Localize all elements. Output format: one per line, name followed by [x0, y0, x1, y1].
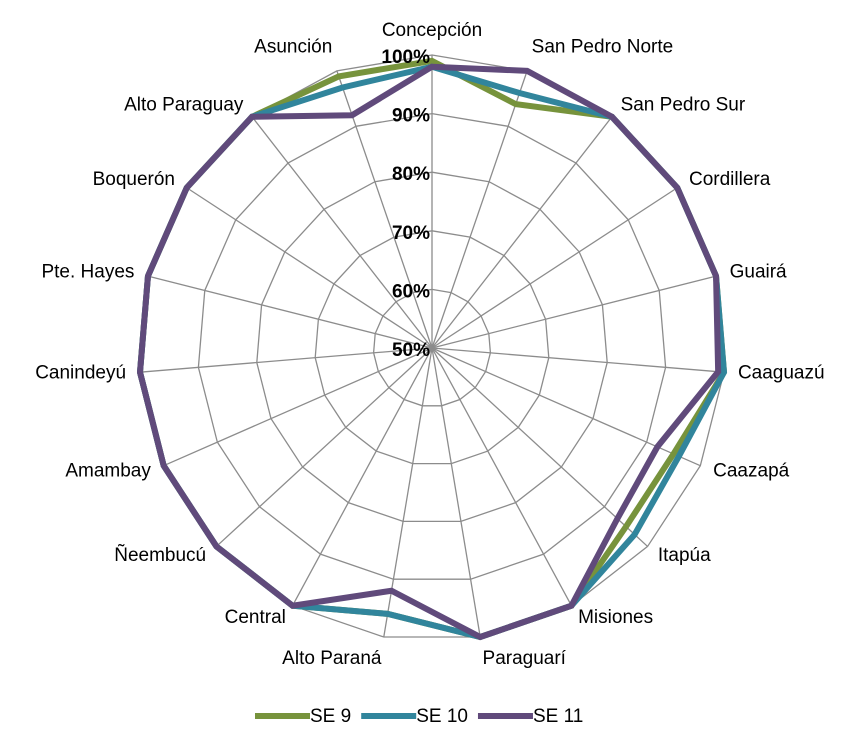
category-label: Alto Paraná	[282, 648, 382, 669]
category-label: Cordillera	[689, 169, 771, 190]
category-label: Canindeyú	[35, 362, 126, 383]
category-label: Concepción	[382, 20, 482, 41]
spoke	[215, 347, 433, 547]
tick-label: 90%	[392, 106, 430, 127]
spoke	[431, 347, 481, 638]
category-label: Pte. Hayes	[41, 262, 134, 283]
category-label: Itapúa	[658, 545, 711, 566]
tick-label: 100%	[381, 47, 430, 68]
category-label: Central	[225, 607, 286, 628]
spoke	[431, 347, 649, 547]
category-label: Guairá	[730, 262, 787, 283]
legend: SE 9 SE 10 SE 11	[255, 706, 583, 727]
category-label: Asunción	[254, 37, 332, 58]
category-label: Caaguazú	[738, 362, 825, 383]
category-label: Caazapá	[713, 460, 789, 481]
category-label: San Pedro Sur	[621, 95, 746, 116]
grid-ring	[372, 288, 492, 407]
tick-label: 60%	[392, 281, 430, 302]
tick-label: 80%	[392, 164, 430, 185]
spoke	[147, 275, 433, 349]
series-line	[136, 63, 722, 641]
spoke	[251, 116, 433, 349]
category-label: San Pedro Norte	[532, 37, 674, 58]
spoke	[431, 70, 528, 349]
tick-label: 70%	[392, 223, 430, 244]
category-label: Amambay	[65, 460, 151, 481]
tick-label: 50%	[392, 340, 430, 361]
spoke	[186, 187, 433, 349]
spoke	[431, 275, 717, 349]
category-label: Paraguarí	[483, 648, 567, 669]
grid-ring	[197, 112, 667, 580]
spoke	[431, 187, 678, 349]
spoke	[139, 347, 433, 373]
grid-ring	[256, 171, 608, 523]
legend-label: SE 9	[310, 706, 351, 727]
category-label: Ñeembucú	[114, 544, 206, 566]
legend-label: SE 11	[533, 706, 583, 727]
category-label: Alto Paraguay	[124, 95, 244, 116]
spoke	[431, 347, 573, 606]
category-label: Boquerón	[93, 169, 175, 190]
grid-ring	[314, 230, 550, 465]
spoke	[431, 116, 613, 349]
legend-label: SE 10	[416, 706, 468, 727]
spoke	[431, 347, 725, 373]
spoke	[163, 347, 433, 467]
spoke	[291, 347, 433, 606]
category-label: Misiones	[578, 607, 653, 628]
